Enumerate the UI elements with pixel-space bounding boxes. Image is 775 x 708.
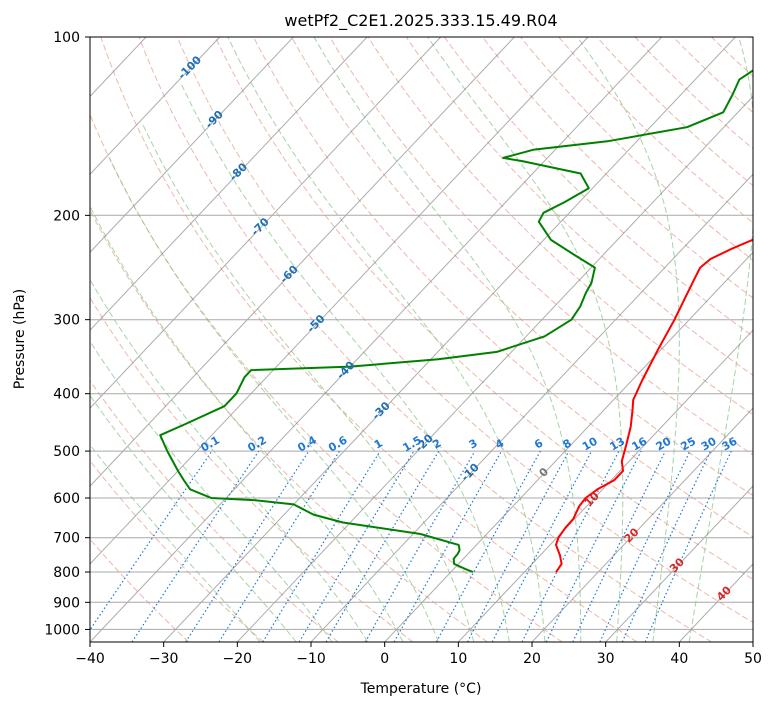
mixing-ratio-line bbox=[466, 450, 570, 642]
moist-adiabat-line bbox=[90, 278, 369, 642]
dry-adiabat-line bbox=[520, 37, 753, 261]
moist-adiabat-line bbox=[141, 123, 475, 642]
label-layer: 0.1 0.2 0.4 0.6 1 1.5 2 3 4 6 8 10 13 16 20 25 30 36-100-… bbox=[175, 53, 739, 603]
y-tick-label: 700 bbox=[53, 531, 80, 547]
y-tick-label: 900 bbox=[53, 595, 80, 611]
moist-adiabat-line bbox=[90, 205, 404, 642]
moist-adiabat-line bbox=[109, 157, 439, 642]
x-axis-label: Temperature (°C) bbox=[360, 681, 482, 697]
x-tick-label: 0 bbox=[380, 651, 389, 667]
mixing-ratio-line bbox=[572, 450, 666, 642]
isotherm-line bbox=[90, 37, 442, 409]
isotherm-line bbox=[678, 563, 753, 642]
isotherm-line bbox=[90, 37, 221, 175]
isotherm-line bbox=[163, 37, 736, 642]
moist-adiabat-line bbox=[90, 340, 333, 642]
mixing-ratio-line bbox=[521, 450, 620, 642]
x-tick-label: 20 bbox=[523, 651, 541, 667]
mixing-ratio-line bbox=[545, 450, 642, 642]
mixing-ratio-line bbox=[325, 450, 440, 642]
isotherm-line bbox=[236, 95, 753, 642]
dry-adiabat-line bbox=[100, 37, 638, 642]
y-tick-label: 300 bbox=[53, 313, 80, 329]
moist-adiabat-line bbox=[688, 37, 753, 642]
y-tick-label: 1000 bbox=[44, 622, 80, 638]
mixing-ratio-line bbox=[621, 450, 712, 642]
x-tick-label: 40 bbox=[670, 651, 688, 667]
dry-adiabat-line bbox=[90, 208, 488, 642]
mixing-ratio-line bbox=[644, 450, 732, 642]
isotherm-line bbox=[531, 407, 753, 642]
dry-adiabat-line bbox=[672, 37, 753, 114]
isotherm-line bbox=[605, 485, 753, 642]
mixing-ratio-label: 6 bbox=[532, 436, 545, 451]
mixing-ratio-line bbox=[131, 450, 260, 642]
mixing-ratio-label: 3 bbox=[467, 437, 480, 452]
x-tick-label: −40 bbox=[75, 651, 105, 667]
chart-title: wetPf2_C2E1.2025.333.15.49.R04 bbox=[284, 11, 557, 31]
dry-adiabat-line bbox=[405, 37, 753, 376]
moist-adiabat-line bbox=[313, 37, 582, 642]
y-tick-label: 400 bbox=[53, 387, 80, 403]
dry-adiabat-line bbox=[711, 37, 753, 77]
isotherm-line bbox=[90, 37, 589, 565]
mixing-ratio-label: 4 bbox=[493, 436, 506, 451]
moist-adiabat-line bbox=[90, 443, 261, 642]
mixing-ratio-line bbox=[218, 450, 341, 642]
x-tick-label: 50 bbox=[744, 651, 762, 667]
dry-adiabat-line bbox=[176, 37, 753, 623]
y-axis-label: Pressure (hPa) bbox=[12, 289, 28, 389]
dry-adiabat-line bbox=[558, 37, 753, 224]
dry-adiabat-line bbox=[90, 379, 339, 642]
dry-adiabat-line bbox=[90, 459, 264, 642]
isotherm-line bbox=[90, 37, 368, 331]
moist-adiabat-line bbox=[227, 37, 546, 642]
x-tick-label: −10 bbox=[296, 651, 326, 667]
isotherm-line bbox=[457, 329, 753, 642]
dry-adiabat-line bbox=[367, 37, 753, 416]
dry-adiabat-line bbox=[90, 113, 563, 642]
dry-adiabat-line bbox=[482, 37, 753, 299]
isotherm-line bbox=[90, 37, 515, 487]
mixing-ratio-line bbox=[262, 450, 381, 642]
y-tick-label: 800 bbox=[53, 565, 80, 581]
dewpoint-profile-line bbox=[159, 69, 753, 573]
isotherm-line bbox=[90, 37, 663, 642]
y-tick-label: 500 bbox=[53, 444, 80, 460]
y-tick-label: 100 bbox=[53, 30, 80, 46]
plot-frame bbox=[89, 36, 754, 643]
mixing-ratio-line bbox=[393, 450, 503, 642]
dry-adiabat-line bbox=[253, 37, 753, 538]
temperature-profile-line bbox=[555, 238, 753, 573]
dry-adiabat-line bbox=[443, 37, 753, 337]
dry-adiabat-line bbox=[90, 296, 414, 642]
dry-adiabat-line bbox=[138, 37, 712, 642]
axis-layer: −40 −30 −20 −10 0 10 20 30 40 50 1000 900 800 700 600 5… bbox=[44, 30, 762, 667]
mixing-ratio-line bbox=[435, 450, 541, 642]
dry-adiabat-line bbox=[90, 538, 190, 642]
moist-adiabat-line bbox=[90, 394, 297, 642]
series-layer bbox=[159, 69, 753, 573]
x-tick-label: 10 bbox=[449, 651, 467, 667]
dry-adiabat-line bbox=[596, 37, 753, 187]
mixing-ratio-line bbox=[185, 450, 310, 642]
moist-adiabat-line bbox=[576, 37, 680, 642]
dry-adiabat-line bbox=[291, 37, 753, 497]
x-tick-label: −30 bbox=[149, 651, 179, 667]
isotherm-line bbox=[384, 251, 753, 642]
y-tick-label: 600 bbox=[53, 491, 80, 507]
isotherm-line bbox=[90, 37, 294, 253]
y-tick-label: 200 bbox=[53, 208, 80, 224]
isotherm-line bbox=[0, 37, 72, 642]
isotherm-line bbox=[752, 641, 753, 642]
x-tick-label: 30 bbox=[597, 651, 615, 667]
moist-adiabat-line bbox=[180, 83, 510, 642]
x-tick-label: −20 bbox=[223, 651, 253, 667]
dry-adiabat-line bbox=[329, 37, 753, 456]
isotherm-line bbox=[310, 173, 753, 642]
grid-layer bbox=[0, 37, 753, 642]
mixing-ratio-line bbox=[90, 450, 213, 631]
